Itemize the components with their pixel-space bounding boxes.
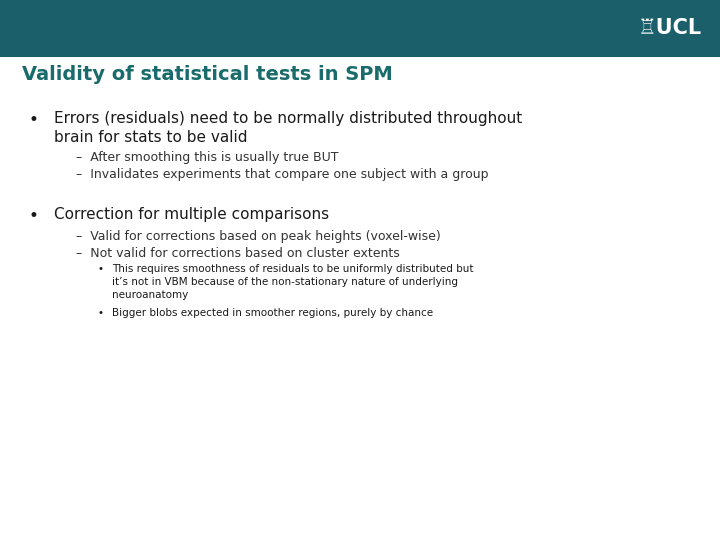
Text: •: • (29, 207, 39, 225)
Text: •: • (97, 308, 103, 318)
Text: –  After smoothing this is usually true BUT: – After smoothing this is usually true B… (76, 151, 338, 164)
Text: •: • (97, 265, 103, 274)
Bar (0, 0, 720, 57)
Text: –  Valid for corrections based on peak heights (voxel-wise): – Valid for corrections based on peak he… (76, 230, 441, 243)
Text: ♖UCL: ♖UCL (638, 18, 702, 38)
Text: Validity of statistical tests in SPM: Validity of statistical tests in SPM (22, 65, 392, 84)
Text: –  Not valid for corrections based on cluster extents: – Not valid for corrections based on clu… (76, 247, 400, 260)
Text: Correction for multiple comparisons: Correction for multiple comparisons (54, 207, 329, 222)
Text: Errors (residuals) need to be normally distributed throughout
brain for stats to: Errors (residuals) need to be normally d… (54, 111, 522, 145)
Text: This requires smoothness of residuals to be uniformly distributed but
it’s not i: This requires smoothness of residuals to… (112, 265, 473, 300)
Text: –  Invalidates experiments that compare one subject with a group: – Invalidates experiments that compare o… (76, 168, 488, 181)
Text: •: • (29, 111, 39, 129)
Text: Bigger blobs expected in smoother regions, purely by chance: Bigger blobs expected in smoother region… (112, 308, 433, 318)
